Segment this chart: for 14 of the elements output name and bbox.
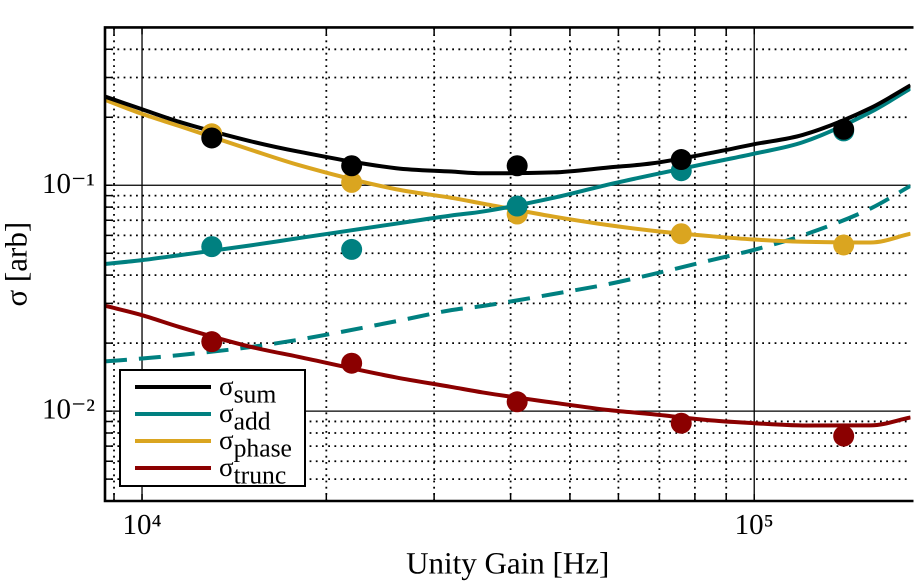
point [506, 196, 528, 217]
y-tick-label: 10⁻² [42, 394, 96, 426]
y-tick-label: 10⁻¹ [42, 168, 95, 200]
x-tick-label: 10⁵ [734, 509, 774, 542]
point [506, 391, 528, 412]
point [670, 412, 692, 434]
point [833, 234, 854, 256]
x-tick-label: 10⁴ [122, 509, 162, 542]
x-axis-title: Unity Gain [Hz] [406, 546, 610, 581]
point [506, 155, 528, 176]
point [833, 426, 854, 446]
point [670, 223, 692, 244]
y-axis-title: σ [arb] [0, 222, 34, 307]
point [670, 149, 692, 170]
